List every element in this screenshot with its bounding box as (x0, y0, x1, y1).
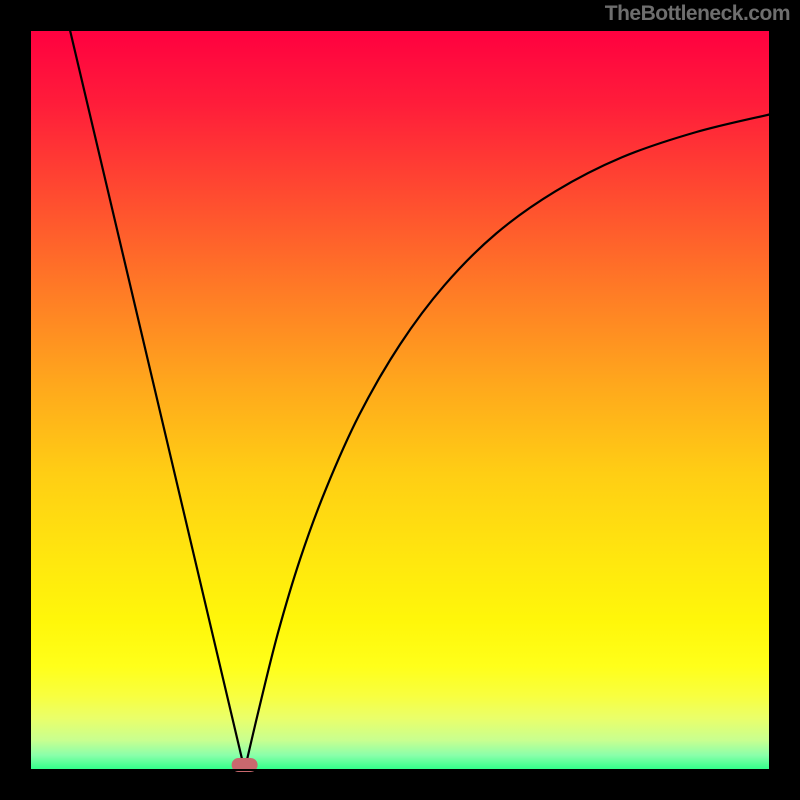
chart-plot-background (30, 30, 770, 770)
chart-svg (0, 0, 800, 800)
bottleneck-chart: TheBottleneck.com (0, 0, 800, 800)
watermark-text: TheBottleneck.com (605, 2, 790, 26)
